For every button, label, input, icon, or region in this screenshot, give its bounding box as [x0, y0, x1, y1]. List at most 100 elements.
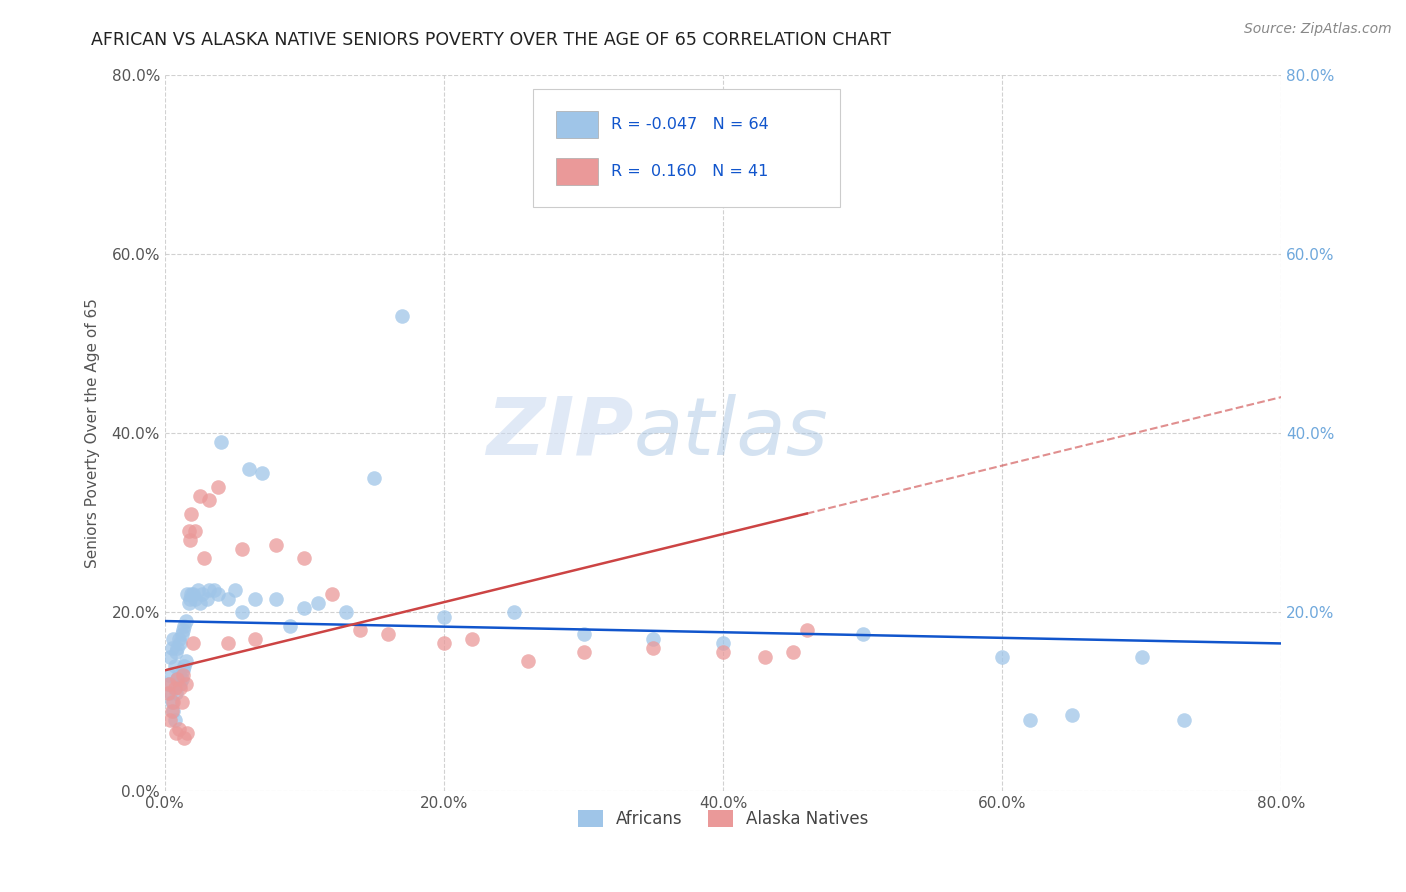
Africans — [160, 640, 183, 655]
Alaska Natives — [179, 533, 201, 548]
Africans — [363, 471, 385, 485]
Africans — [163, 658, 186, 673]
Africans — [245, 591, 267, 606]
Africans — [174, 654, 197, 668]
Alaska Natives — [461, 632, 484, 646]
Text: Source: ZipAtlas.com: Source: ZipAtlas.com — [1244, 22, 1392, 37]
Alaska Natives — [245, 632, 267, 646]
Africans — [572, 627, 595, 641]
Africans — [162, 632, 184, 646]
Africans — [180, 587, 202, 601]
Africans — [167, 668, 190, 682]
Text: AFRICAN VS ALASKA NATIVE SENIORS POVERTY OVER THE AGE OF 65 CORRELATION CHART: AFRICAN VS ALASKA NATIVE SENIORS POVERTY… — [91, 31, 891, 49]
Text: R =  0.160   N = 41: R = 0.160 N = 41 — [612, 164, 769, 178]
Alaska Natives — [198, 493, 221, 508]
Alaska Natives — [188, 489, 211, 503]
Alaska Natives — [162, 695, 184, 709]
Text: ZIP: ZIP — [486, 394, 634, 472]
Africans — [266, 591, 288, 606]
Alaska Natives — [160, 704, 183, 718]
Africans — [280, 618, 302, 632]
Africans — [238, 461, 260, 475]
Africans — [156, 677, 179, 691]
Africans — [1130, 649, 1153, 664]
Africans — [852, 627, 875, 641]
Text: R = -0.047   N = 64: R = -0.047 N = 64 — [612, 117, 769, 132]
Africans — [176, 587, 198, 601]
Alaska Natives — [207, 480, 229, 494]
Africans — [166, 673, 188, 687]
Africans — [1060, 708, 1083, 723]
Africans — [231, 605, 253, 619]
Alaska Natives — [181, 636, 204, 650]
Alaska Natives — [163, 681, 186, 696]
Africans — [169, 677, 191, 691]
Africans — [165, 645, 187, 659]
Alaska Natives — [177, 524, 200, 539]
Y-axis label: Seniors Poverty Over the Age of 65: Seniors Poverty Over the Age of 65 — [86, 298, 100, 568]
Africans — [177, 596, 200, 610]
Africans — [202, 582, 225, 597]
Africans — [711, 636, 734, 650]
Alaska Natives — [321, 587, 343, 601]
Africans — [162, 704, 184, 718]
Africans — [502, 605, 524, 619]
Alaska Natives — [165, 726, 187, 740]
Africans — [160, 695, 183, 709]
Alaska Natives — [167, 722, 190, 736]
Alaska Natives — [231, 542, 253, 557]
Africans — [307, 596, 329, 610]
Africans — [1173, 713, 1195, 727]
Africans — [173, 658, 195, 673]
Africans — [163, 713, 186, 727]
Africans — [292, 600, 315, 615]
Alaska Natives — [782, 645, 804, 659]
Alaska Natives — [572, 645, 595, 659]
Africans — [217, 591, 239, 606]
Alaska Natives — [796, 623, 818, 637]
Africans — [191, 587, 214, 601]
Africans — [195, 591, 218, 606]
Africans — [159, 649, 181, 664]
Alaska Natives — [643, 640, 665, 655]
Africans — [181, 587, 204, 601]
Africans — [170, 673, 193, 687]
Alaska Natives — [193, 551, 215, 566]
Alaska Natives — [159, 713, 181, 727]
Africans — [187, 582, 209, 597]
Africans — [198, 582, 221, 597]
Alaska Natives — [156, 686, 179, 700]
Alaska Natives — [711, 645, 734, 659]
Africans — [184, 591, 207, 606]
Alaska Natives — [266, 538, 288, 552]
Africans — [252, 467, 274, 481]
Africans — [224, 582, 246, 597]
Alaska Natives — [516, 654, 538, 668]
Africans — [159, 686, 181, 700]
Alaska Natives — [176, 726, 198, 740]
Alaska Natives — [754, 649, 776, 664]
Africans — [167, 632, 190, 646]
Alaska Natives — [173, 731, 195, 745]
Africans — [169, 636, 191, 650]
Africans — [172, 663, 194, 677]
Alaska Natives — [292, 551, 315, 566]
Alaska Natives — [349, 623, 371, 637]
Text: atlas: atlas — [634, 394, 828, 472]
Africans — [1019, 713, 1042, 727]
Africans — [209, 434, 232, 449]
Alaska Natives — [166, 673, 188, 687]
Alaska Natives — [169, 681, 191, 696]
Alaska Natives — [172, 668, 194, 682]
Alaska Natives — [377, 627, 399, 641]
Africans — [172, 623, 194, 637]
Africans — [433, 609, 456, 624]
Africans — [335, 605, 357, 619]
Alaska Natives — [433, 636, 456, 650]
Africans — [643, 632, 665, 646]
Africans — [174, 614, 197, 628]
Alaska Natives — [180, 507, 202, 521]
Alaska Natives — [174, 677, 197, 691]
Alaska Natives — [170, 695, 193, 709]
Africans — [391, 310, 413, 324]
